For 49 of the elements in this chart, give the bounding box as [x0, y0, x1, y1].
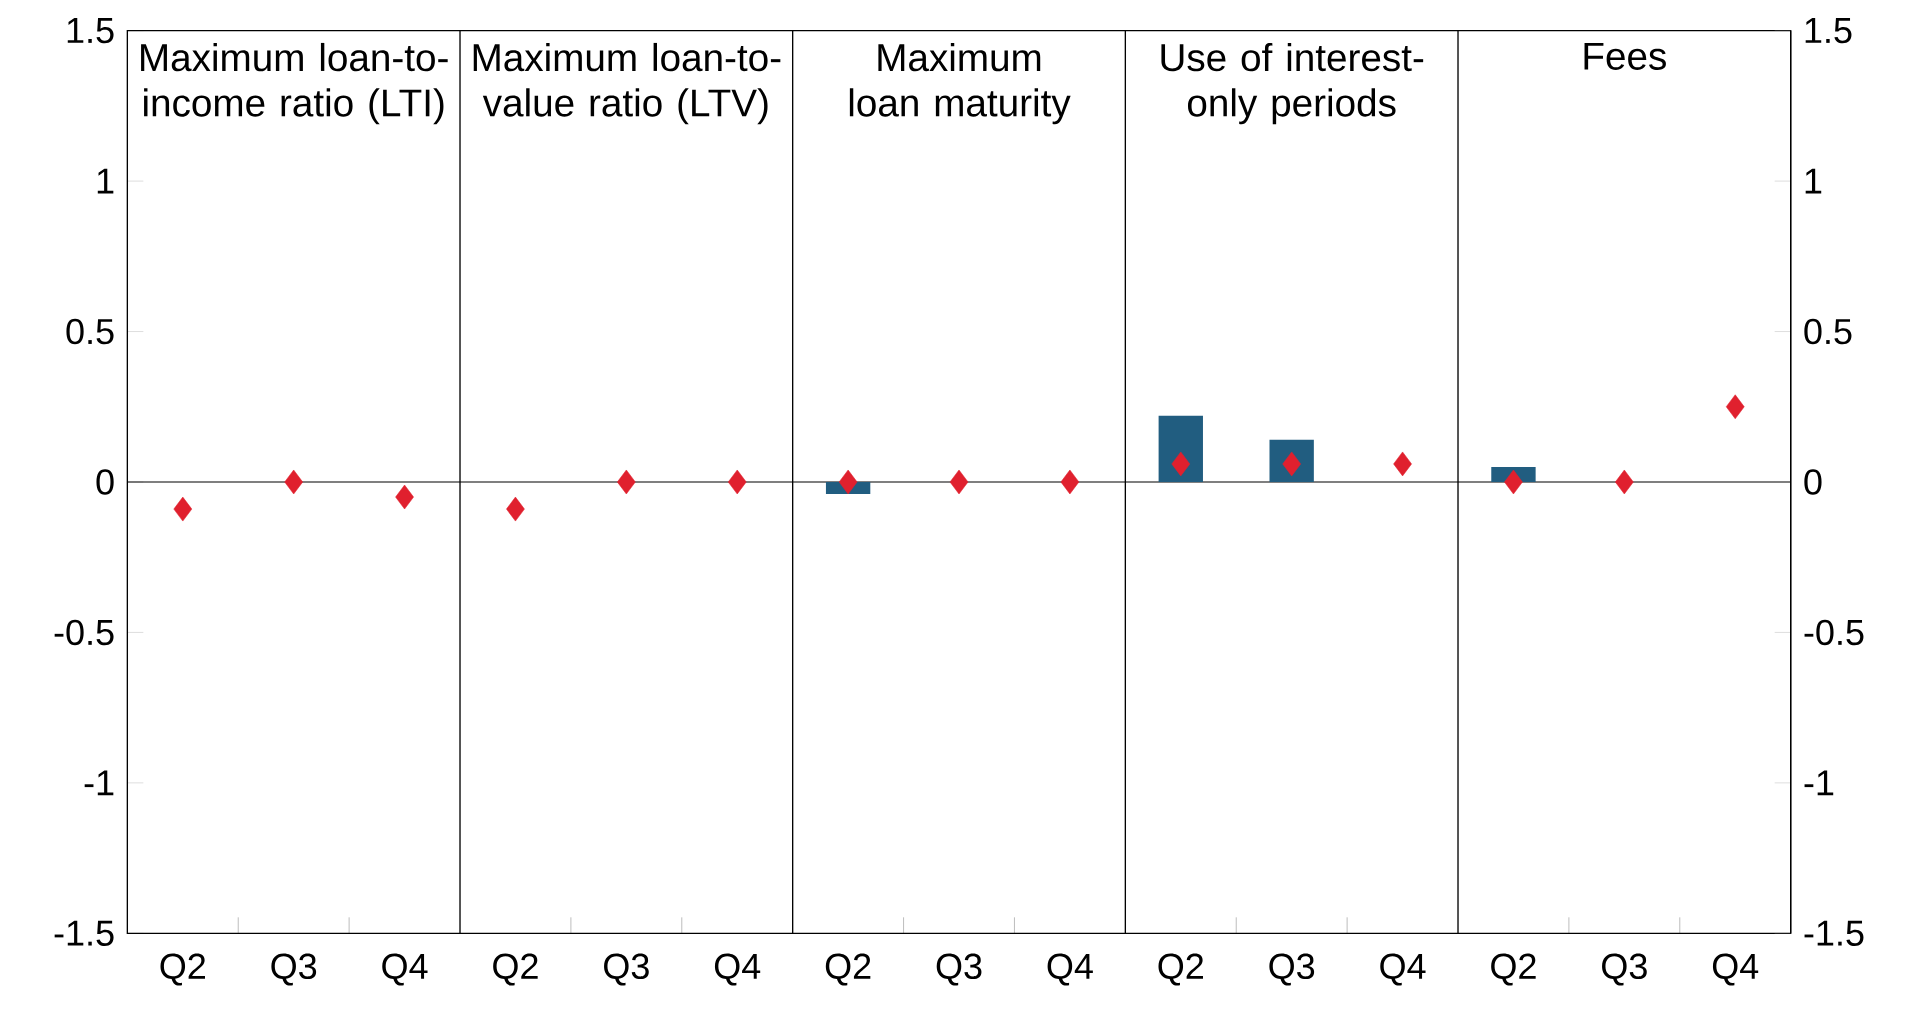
- annotation: Fees: [1584, 42, 1666, 70]
- y-tick-label: -0.5: [54, 619, 114, 646]
- x-tick-label: Q3: [271, 953, 317, 986]
- x-tick-label: Q4: [1712, 953, 1759, 986]
- point: [284, 469, 303, 495]
- y2-tick-label: 0: [1804, 469, 1822, 495]
- annotation: Maximum loan maturity: [849, 42, 1071, 125]
- x-tick-label: Q2: [825, 953, 871, 986]
- x-tick-label: Q4: [714, 953, 761, 986]
- point: [395, 484, 414, 510]
- point: [1504, 469, 1523, 495]
- point: [838, 469, 858, 495]
- point: [1725, 394, 1745, 420]
- x-tick-label: Q3: [1602, 953, 1647, 986]
- point: [1060, 469, 1080, 495]
- annotation: Use of interest-only periods: [1161, 42, 1424, 125]
- y-tick-label: -1.5: [54, 920, 114, 946]
- y-tick-label: 0: [96, 469, 114, 495]
- x-tick-label: Q2: [493, 953, 538, 986]
- annotation: Maximum loan-to-value ratio (LTV): [473, 42, 781, 125]
- x-tick-label: Q2: [1158, 953, 1203, 986]
- point: [617, 469, 636, 495]
- bar: [1158, 415, 1203, 482]
- x-tick-label: Q2: [160, 953, 205, 986]
- annotation: Maximum loan-to-income ratio (LTI): [141, 42, 448, 125]
- y-tick-label: 1.5: [67, 18, 114, 44]
- point: [1171, 451, 1191, 477]
- x-tick-label: Q4: [1047, 953, 1093, 986]
- x-tick-label: Q3: [936, 953, 982, 986]
- x-tick-label: Q3: [1269, 953, 1315, 986]
- point: [727, 469, 747, 495]
- y2-tick-label: 0.5: [1804, 318, 1852, 345]
- y-tick-label: -1: [84, 770, 114, 796]
- x-tick-label: Q2: [1491, 953, 1536, 986]
- x-tick-label: Q4: [382, 953, 428, 986]
- y2-tick-label: 1.5: [1805, 18, 1852, 44]
- y2-tick-label: -1.5: [1804, 920, 1864, 946]
- y2-tick-label: -1: [1804, 770, 1834, 796]
- point: [506, 496, 525, 522]
- point: [173, 496, 193, 522]
- point: [949, 469, 969, 495]
- y-tick-label: 0.5: [66, 318, 114, 345]
- x-tick-label: Q4: [1380, 953, 1426, 986]
- y2-tick-label: 1: [1805, 168, 1822, 194]
- point: [1393, 451, 1412, 477]
- point: [1615, 469, 1634, 495]
- y-tick-label: 1: [97, 168, 114, 194]
- x-tick-label: Q3: [604, 953, 649, 986]
- y2-tick-label: -0.5: [1804, 619, 1864, 646]
